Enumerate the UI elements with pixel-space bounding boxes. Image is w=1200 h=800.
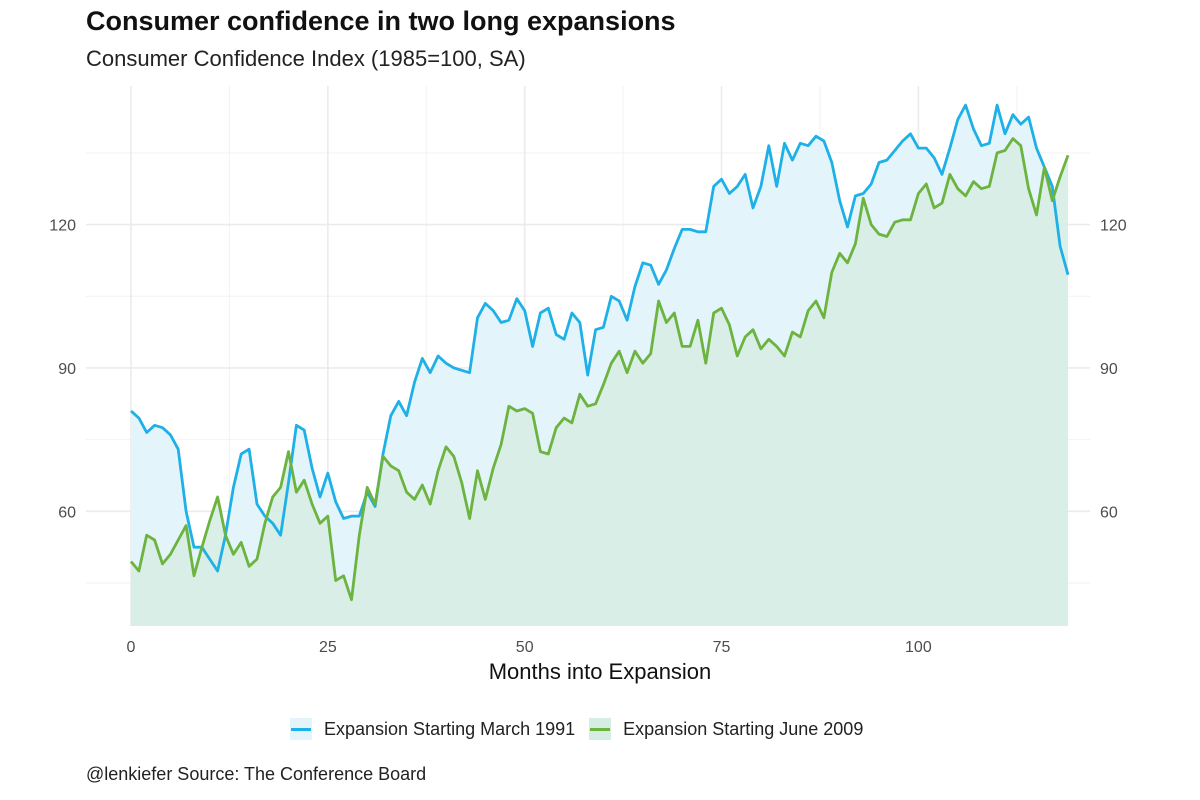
x-tick-label: 50 bbox=[516, 639, 534, 656]
legend: Expansion Starting March 1991 Expansion … bbox=[290, 718, 877, 740]
x-tick-label: 25 bbox=[319, 639, 337, 656]
legend-key-1991 bbox=[290, 718, 312, 740]
y-axis-right-ticks: 60 90 120 bbox=[1100, 218, 1127, 522]
x-axis-title: Months into Expansion bbox=[489, 659, 712, 684]
chart-caption: @lenkiefer Source: The Conference Board bbox=[86, 764, 427, 784]
legend-label-1991: Expansion Starting March 1991 bbox=[324, 718, 576, 739]
legend-key-line bbox=[291, 728, 311, 731]
legend-key-line bbox=[590, 728, 611, 731]
x-tick-label: 100 bbox=[905, 639, 932, 656]
series-lines bbox=[129, 103, 1070, 602]
y-tick-label-left: 60 bbox=[58, 504, 76, 521]
chart-subtitle: Consumer Confidence Index (1985=100, SA) bbox=[86, 46, 526, 71]
x-axis-ticks: 0 25 50 75 100 bbox=[127, 639, 932, 656]
y-axis-left-ticks: 60 90 120 bbox=[49, 218, 76, 522]
y-tick-label-left: 120 bbox=[49, 218, 76, 235]
x-tick-label: 75 bbox=[713, 639, 731, 656]
y-tick-label-right: 120 bbox=[1100, 218, 1127, 235]
x-tick-label: 0 bbox=[127, 639, 136, 656]
chart-title: Consumer confidence in two long expansio… bbox=[86, 6, 676, 36]
legend-item-1991: Expansion Starting March 1991 bbox=[290, 718, 575, 740]
legend-key-2009 bbox=[589, 718, 612, 740]
series-line-1 bbox=[129, 137, 1070, 602]
legend-item-2009: Expansion Starting June 2009 bbox=[589, 718, 863, 740]
y-tick-label-left: 90 bbox=[58, 361, 76, 378]
series-line-0 bbox=[130, 103, 1070, 573]
legend-label-2009: Expansion Starting June 2009 bbox=[623, 718, 864, 739]
y-tick-label-right: 60 bbox=[1100, 504, 1118, 521]
y-tick-label-right: 90 bbox=[1100, 361, 1118, 378]
